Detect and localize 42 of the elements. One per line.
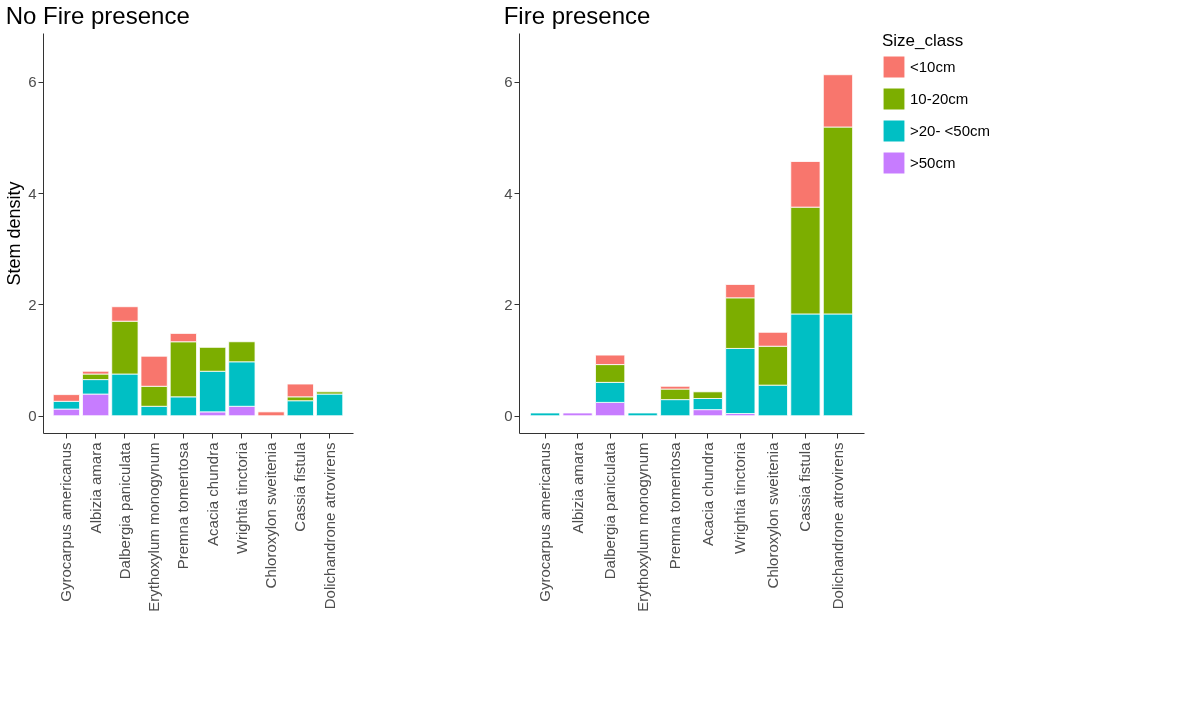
x-tick-label: Dolichandrone atrovirens bbox=[828, 442, 846, 610]
y-tick-label: 4 bbox=[504, 184, 513, 202]
bar bbox=[286, 383, 314, 398]
legend-label: <10cm bbox=[910, 58, 956, 75]
x-tick-label: Acacia chundra bbox=[203, 441, 221, 546]
y-tick-label: 2 bbox=[28, 295, 37, 313]
x-tick-label: Dalbergia paniculata bbox=[601, 441, 619, 580]
y-axis-title: Stem density bbox=[4, 181, 25, 286]
x-tick-label: Acacia chundra bbox=[698, 441, 716, 546]
bar bbox=[316, 393, 344, 417]
x-tick-label: Chloroxylon sweitenia bbox=[262, 441, 280, 589]
bar bbox=[286, 400, 314, 417]
x-tick-label: Albizia amara bbox=[86, 441, 104, 534]
x-tick-label: Cassia fistula bbox=[796, 441, 814, 532]
bar bbox=[627, 412, 658, 417]
x-tick-label: Cassia fistula bbox=[291, 441, 309, 532]
chart-title: Fire presence bbox=[503, 2, 651, 29]
x-tick-label: Gyrocarpus americanus bbox=[57, 442, 75, 602]
y-tick-label: 6 bbox=[504, 73, 513, 91]
x-tick-label: Dolichandrone atrovirens bbox=[320, 442, 338, 610]
legend-label: >20- <50cm bbox=[910, 122, 991, 139]
legend-label: >50cm bbox=[910, 154, 956, 171]
x-tick-label: Gyrocarpus americanus bbox=[536, 442, 554, 602]
bar bbox=[529, 412, 561, 417]
x-tick-label: Premna tomentosa bbox=[174, 441, 192, 570]
legend-title: Size_class bbox=[882, 31, 964, 50]
x-tick-label: Chloroxylon sweitenia bbox=[763, 441, 781, 589]
legend-label: 10-20cm bbox=[910, 90, 969, 107]
x-tick-label: Erythoxylum monogynum bbox=[633, 442, 651, 612]
x-tick-label: Erythoxylum monogynum bbox=[145, 442, 163, 612]
y-tick-label: 2 bbox=[504, 295, 513, 313]
chart-title: No Fire presence bbox=[5, 2, 190, 29]
x-tick-label: Dalbergia paniculata bbox=[115, 441, 133, 580]
x-tick-label: Wrightia tinctoria bbox=[232, 441, 250, 554]
y-tick-label: 0 bbox=[504, 407, 513, 425]
bar bbox=[562, 412, 593, 417]
y-tick-label: 6 bbox=[28, 73, 37, 91]
x-tick-label: Albizia amara bbox=[568, 441, 586, 534]
x-tick-label: Premna tomentosa bbox=[666, 441, 684, 570]
y-tick-label: 0 bbox=[28, 407, 37, 425]
y-tick-label: 4 bbox=[28, 184, 37, 202]
x-tick-label: Wrightia tinctoria bbox=[731, 441, 749, 554]
